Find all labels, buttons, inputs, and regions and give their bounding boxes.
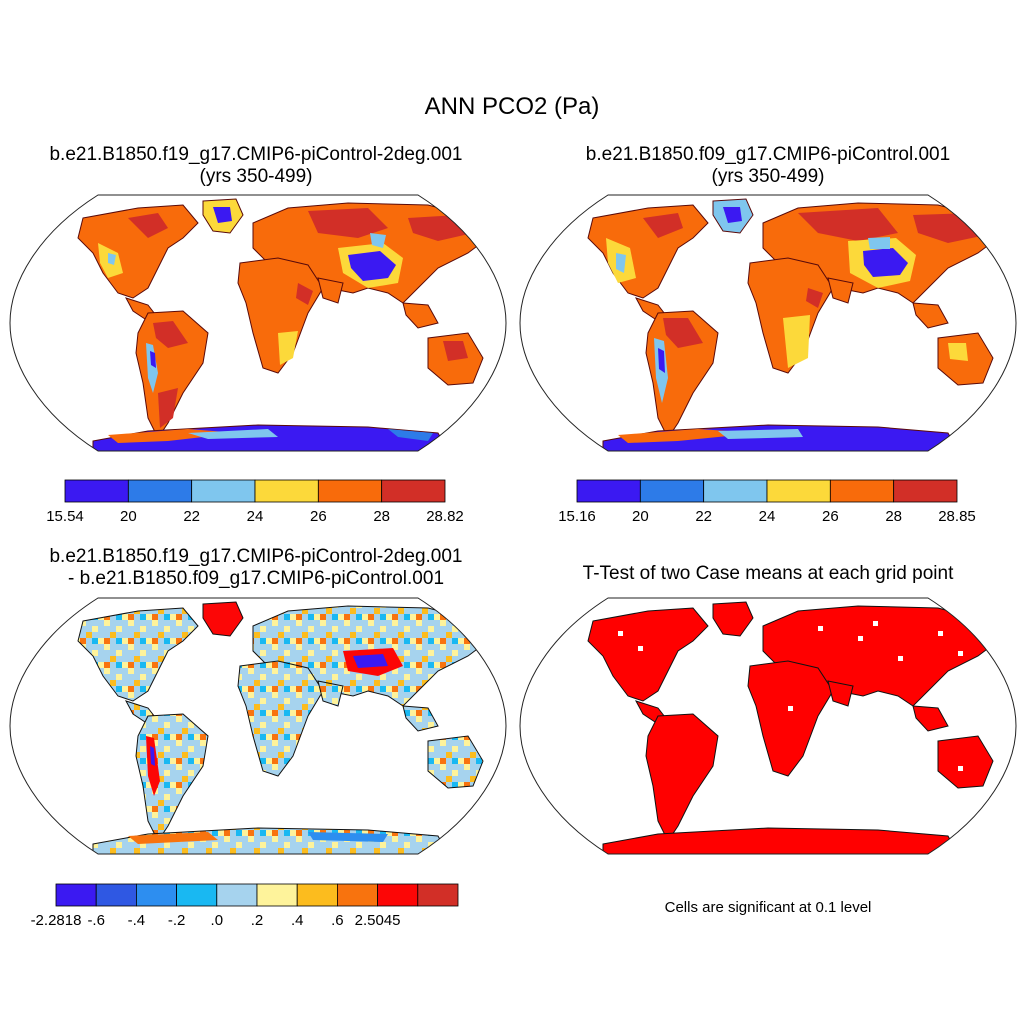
colorbar-label: .2 xyxy=(251,912,264,929)
panel4-title: T-Test of two Case means at each grid po… xyxy=(512,563,1024,585)
colorbar-label: -2.2818 xyxy=(31,912,82,929)
colorbar-label: 24 xyxy=(759,508,776,525)
colorbar-swatch xyxy=(703,479,768,503)
colorbar-swatch xyxy=(893,479,958,503)
colorbar-label: .0 xyxy=(211,912,224,929)
panel3-title-line2: - b.e21.B1850.f09_g17.CMIP6-piControl.00… xyxy=(67,568,445,589)
colorbar-label: -.4 xyxy=(128,912,146,929)
main-title: ANN PCO2 (Pa) xyxy=(424,93,600,120)
panel2-title: b.e21.B1850.f09_g17.CMIP6-piControl.001 … xyxy=(512,144,1024,188)
colorbar-swatch xyxy=(176,883,218,907)
panel1-title-line1: b.e21.B1850.f19_g17.CMIP6-piControl-2deg… xyxy=(49,144,463,165)
colorbar-label: 24 xyxy=(247,508,264,525)
colorbar-swatch xyxy=(377,883,419,907)
colorbar-swatch xyxy=(55,883,97,907)
colorbar-swatch xyxy=(256,883,298,907)
panel3-title: b.e21.B1850.f19_g17.CMIP6-piControl-2deg… xyxy=(0,546,512,590)
colorbar-swatch xyxy=(254,479,319,503)
significance-note: Cells are significant at 0.1 level xyxy=(664,899,872,916)
map-panel-case1 xyxy=(9,194,507,452)
colorbar-label: 26 xyxy=(310,508,327,525)
colorbar-case2: 15.16 20 22 24 26 28 28.85 xyxy=(558,479,976,525)
colorbar-label: .4 xyxy=(291,912,304,929)
colorbar-swatch xyxy=(317,479,383,503)
colorbar-label: 22 xyxy=(695,508,712,525)
panel1-title: b.e21.B1850.f19_g17.CMIP6-piControl-2deg… xyxy=(0,144,512,188)
colorbar-swatch xyxy=(766,479,831,503)
colorbar-swatch xyxy=(127,479,193,503)
colorbar-swatch xyxy=(136,883,178,907)
colorbar-swatch xyxy=(336,883,378,907)
map-panel-difference xyxy=(9,597,507,855)
panel2-title-line2: (yrs 350-499) xyxy=(711,166,825,187)
map-panel-case2 xyxy=(519,194,1017,452)
colorbar-swatch xyxy=(64,479,129,503)
colorbar-label: 28.82 xyxy=(426,508,464,525)
colorbar-swatch xyxy=(95,883,137,907)
colorbar-swatch xyxy=(576,479,641,503)
colorbar-label: 15.16 xyxy=(558,508,596,525)
panel4-title-line1: T-Test of two Case means at each grid po… xyxy=(582,563,954,584)
colorbar-swatch xyxy=(191,479,256,503)
colorbar-label: 28.85 xyxy=(938,508,976,525)
colorbar-swatch xyxy=(639,479,705,503)
panel3-title-line1: b.e21.B1850.f19_g17.CMIP6-piControl-2deg… xyxy=(49,546,463,567)
colorbar-label: .6 xyxy=(331,912,344,929)
colorbar-swatch xyxy=(381,479,446,503)
panel2-title-line1: b.e21.B1850.f09_g17.CMIP6-piControl.001 xyxy=(585,144,951,165)
colorbar-label: 20 xyxy=(632,508,649,525)
colorbar-swatch xyxy=(417,883,459,907)
colorbar-label: 2.5045 xyxy=(355,912,401,929)
colorbar-swatch xyxy=(216,883,258,907)
colorbar-label: 20 xyxy=(120,508,137,525)
colorbar-label: -.6 xyxy=(87,912,105,929)
colorbar-label: 28 xyxy=(885,508,902,525)
panel1-title-line2: (yrs 350-499) xyxy=(199,166,313,187)
colorbar-label: 26 xyxy=(822,508,839,525)
colorbar-case1: 15.54 20 22 24 26 28 28.82 xyxy=(46,479,464,525)
colorbar-swatch xyxy=(829,479,895,503)
colorbar-label: 22 xyxy=(183,508,200,525)
colorbar-difference: -2.2818 -.6 -.4 -.2 .0 .2 .4 .6 2.5045 xyxy=(31,883,459,929)
map-panel-ttest xyxy=(519,597,1017,855)
colorbar-label: 28 xyxy=(373,508,390,525)
colorbar-label: -.2 xyxy=(168,912,186,929)
colorbar-label: 15.54 xyxy=(46,508,84,525)
colorbar-swatch xyxy=(296,883,338,907)
